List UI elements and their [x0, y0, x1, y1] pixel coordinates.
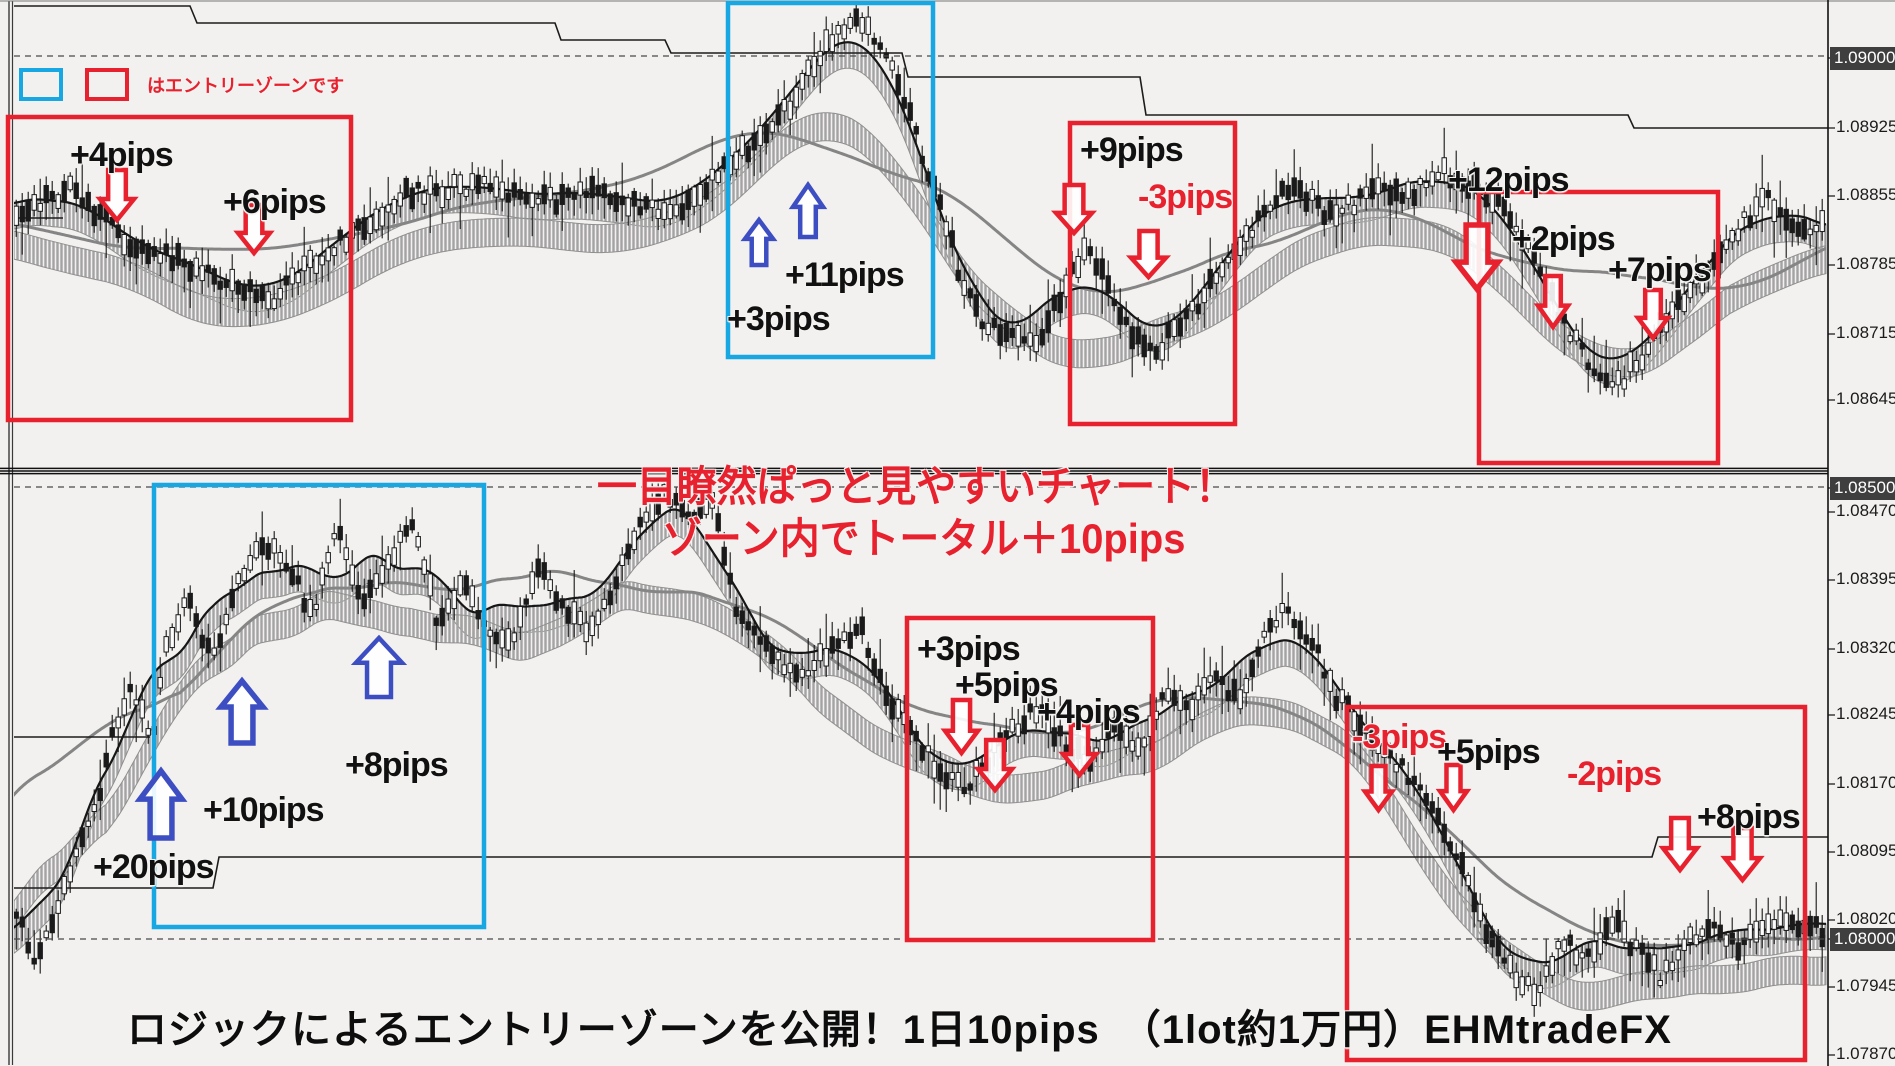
entry-zone-red — [1476, 189, 1721, 466]
entry-zone-blue — [725, 0, 936, 360]
entry-zone-red — [5, 114, 354, 423]
headline-line1: 一目瞭然ぱっと見やすいチャート！ — [597, 463, 1236, 510]
pips-arrow-down — [1058, 722, 1101, 779]
pips-result-label: +10pips — [203, 791, 325, 829]
legend-label: はエントリーゾーンです — [147, 76, 345, 96]
pips-arrow-up — [788, 181, 828, 240]
pips-arrow-down — [973, 737, 1017, 794]
price-axis-label: 1.08470 — [1836, 501, 1895, 520]
pips-result-label: +9pips — [1080, 131, 1184, 169]
pips-arrow-down — [1360, 763, 1397, 814]
slow-ma-line — [14, 569, 1827, 947]
footer-promo-text: ロジックによるエントリーゾーンを公開！1日10pips （1lot約1万円）EH… — [127, 1008, 1672, 1052]
price-axis-highlighted-label: 1.08000 — [1830, 928, 1895, 951]
pips-result-label: +4pips — [70, 136, 174, 174]
pips-arrow-up — [740, 216, 778, 268]
pips-result-label: -3pips — [1352, 718, 1447, 756]
pips-arrow-up — [134, 766, 188, 841]
entry-zone-red — [1067, 120, 1238, 427]
price-axis-label: 1.08855 — [1836, 185, 1895, 204]
pips-result-label: +3pips — [727, 300, 831, 338]
price-axis-highlighted-label: 1.08500 — [1830, 477, 1895, 500]
pips-arrow-down — [1658, 815, 1702, 874]
pips-arrow-down — [95, 167, 139, 224]
entry-zone-blue — [151, 482, 487, 930]
price-axis-highlighted-label: 1.09000 — [1830, 47, 1895, 70]
legend-blue-zone-swatch — [19, 68, 63, 101]
pips-result-label: +5pips — [1437, 733, 1541, 771]
legend-red-zone-swatch — [85, 68, 129, 101]
price-axis-label: 1.08925 — [1836, 117, 1895, 136]
entry-zone-red — [1344, 704, 1808, 1063]
pips-result-label: +2pips — [1512, 220, 1616, 258]
pips-result-label: +20pips — [93, 848, 215, 886]
pips-arrow-up — [350, 634, 408, 700]
pips-arrow-down — [1125, 228, 1172, 281]
entry-zone-red — [904, 615, 1156, 943]
pips-arrow-down — [1633, 287, 1673, 342]
price-axis-label: 1.08715 — [1836, 323, 1895, 342]
headline-line2: ゾーン内でトータル＋10pips — [662, 515, 1186, 562]
price-axis-label: 1.08170 — [1836, 773, 1895, 792]
price-axis-label: 1.08095 — [1836, 841, 1895, 860]
price-axis-label: 1.08245 — [1836, 704, 1895, 723]
pips-arrow-up — [215, 676, 269, 746]
pips-result-label: -2pips — [1567, 755, 1662, 793]
pips-arrow-down — [1450, 222, 1504, 294]
pips-arrow-down — [1720, 825, 1765, 884]
pips-result-label: +6pips — [223, 183, 327, 221]
price-axis-label: 1.08020 — [1836, 909, 1895, 928]
price-axis-label: 1.08320 — [1836, 638, 1895, 657]
price-axis-label: 1.07945 — [1836, 976, 1895, 995]
pips-arrow-down — [1050, 182, 1098, 237]
pips-result-label: +8pips — [1697, 798, 1801, 836]
pips-result-label: +7pips — [1608, 251, 1712, 289]
pips-result-label: +5pips — [955, 666, 1059, 704]
pips-result-label: +4pips — [1037, 693, 1141, 731]
price-axis-label: 1.07870 — [1836, 1044, 1895, 1063]
step-level-line — [14, 836, 1828, 889]
price-axis-label: 1.08785 — [1836, 254, 1895, 273]
pips-arrow-down — [1533, 273, 1573, 331]
step-level-line — [14, 5, 1828, 129]
pips-arrow-down — [940, 697, 983, 757]
pips-result-label: +3pips — [917, 630, 1021, 668]
pips-result-label: +12pips — [1448, 161, 1570, 199]
slow-ma-line — [14, 131, 1827, 293]
pips-arrow-down — [233, 202, 275, 257]
pips-result-label: +11pips — [785, 256, 905, 294]
pips-result-label: +8pips — [345, 746, 449, 784]
pips-arrow-down — [1435, 762, 1472, 814]
price-axis-label: 1.08645 — [1836, 389, 1895, 408]
pips-result-label: -3pips — [1138, 178, 1233, 216]
price-axis-label: 1.08395 — [1836, 569, 1895, 588]
